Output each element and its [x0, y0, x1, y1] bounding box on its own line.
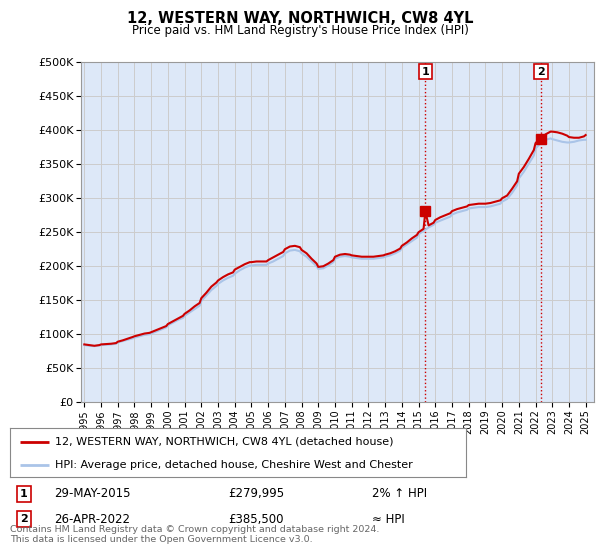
Text: 2% ↑ HPI: 2% ↑ HPI [372, 487, 427, 501]
Text: HPI: Average price, detached house, Cheshire West and Chester: HPI: Average price, detached house, Ches… [55, 460, 413, 470]
Text: £385,500: £385,500 [228, 512, 284, 526]
Text: Contains HM Land Registry data © Crown copyright and database right 2024.
This d: Contains HM Land Registry data © Crown c… [10, 525, 380, 544]
Text: 2: 2 [537, 67, 545, 77]
Text: 2: 2 [20, 514, 28, 524]
Text: 12, WESTERN WAY, NORTHWICH, CW8 4YL (detached house): 12, WESTERN WAY, NORTHWICH, CW8 4YL (det… [55, 437, 394, 446]
Text: 29-MAY-2015: 29-MAY-2015 [54, 487, 131, 501]
Text: 26-APR-2022: 26-APR-2022 [54, 512, 130, 526]
Text: 12, WESTERN WAY, NORTHWICH, CW8 4YL: 12, WESTERN WAY, NORTHWICH, CW8 4YL [127, 11, 473, 26]
Text: 1: 1 [422, 67, 429, 77]
Text: Price paid vs. HM Land Registry's House Price Index (HPI): Price paid vs. HM Land Registry's House … [131, 24, 469, 37]
Text: ≈ HPI: ≈ HPI [372, 512, 405, 526]
Text: 1: 1 [20, 489, 28, 499]
Text: £279,995: £279,995 [228, 487, 284, 501]
